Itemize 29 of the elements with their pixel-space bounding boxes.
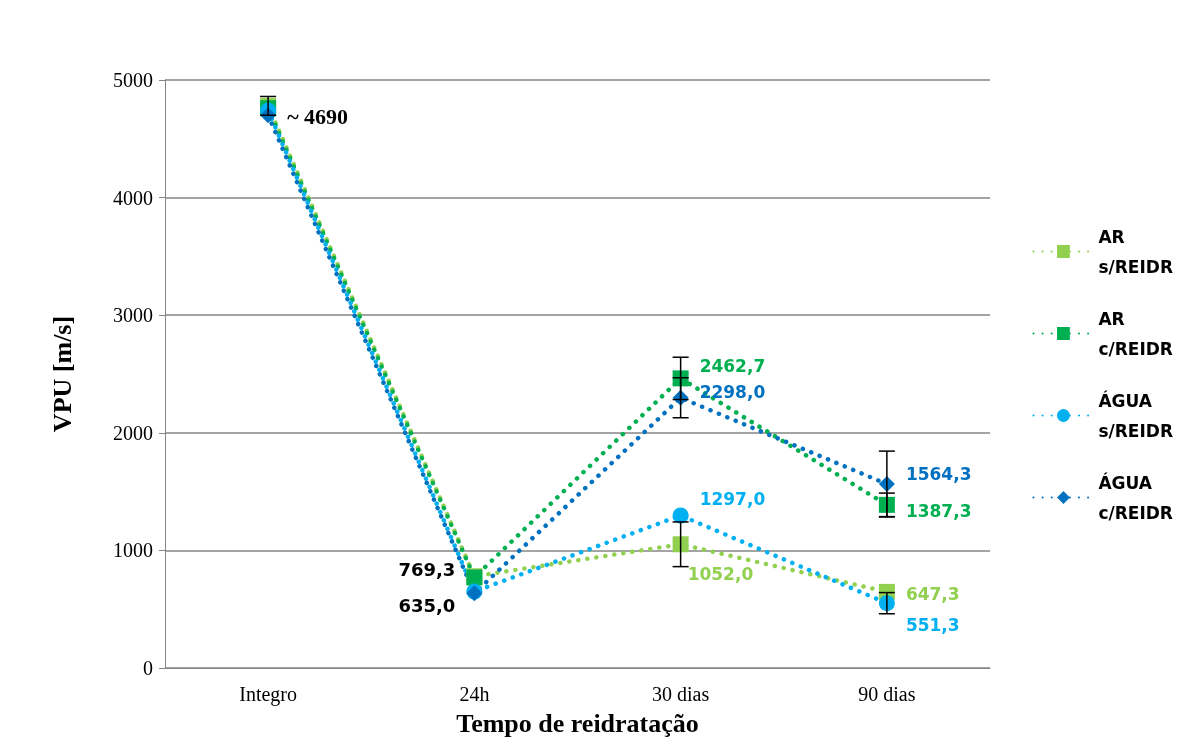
data-label: 1564,3 — [905, 464, 972, 485]
annotation: 769,3 — [398, 559, 456, 581]
x-tick-label: Integro — [239, 683, 298, 706]
annotation: 635,0 — [398, 594, 456, 616]
data-label: 2462,7 — [699, 356, 766, 377]
y-tick-label: 5000 — [113, 69, 153, 91]
data-label: 1052,0 — [687, 564, 754, 585]
y-tick-label: 2000 — [113, 421, 153, 444]
data-label: 2298,0 — [699, 381, 766, 402]
data-label: 551,3 — [905, 615, 960, 636]
legend-label: ÁGUA c/REIDR — [1098, 471, 1173, 523]
x-tick-label: 90 dias — [858, 683, 916, 705]
x-tick-label: 24h — [459, 683, 490, 705]
y-tick-label: 1000 — [113, 539, 153, 562]
y-tick-label: 0 — [143, 657, 153, 679]
x-axis-title: Tempo de reidratação — [456, 708, 699, 738]
y-tick-label: 4000 — [113, 186, 153, 209]
legend-label: AR s/REIDR — [1098, 226, 1173, 277]
annotation: ~ 4690 — [287, 103, 349, 129]
y-axis-title: VPU [m/s] — [47, 315, 77, 433]
data-label: 1297,0 — [699, 489, 766, 510]
data-label: 647,3 — [905, 583, 960, 604]
x-tick-label: 30 dias — [652, 683, 710, 705]
legend-label: ÁGUA s/REIDR — [1098, 389, 1173, 441]
data-label: 1387,3 — [905, 500, 972, 521]
point — [672, 536, 689, 553]
point — [672, 507, 689, 524]
y-tick-label: 3000 — [113, 304, 153, 327]
legend-label: AR c/REIDR — [1098, 308, 1173, 359]
